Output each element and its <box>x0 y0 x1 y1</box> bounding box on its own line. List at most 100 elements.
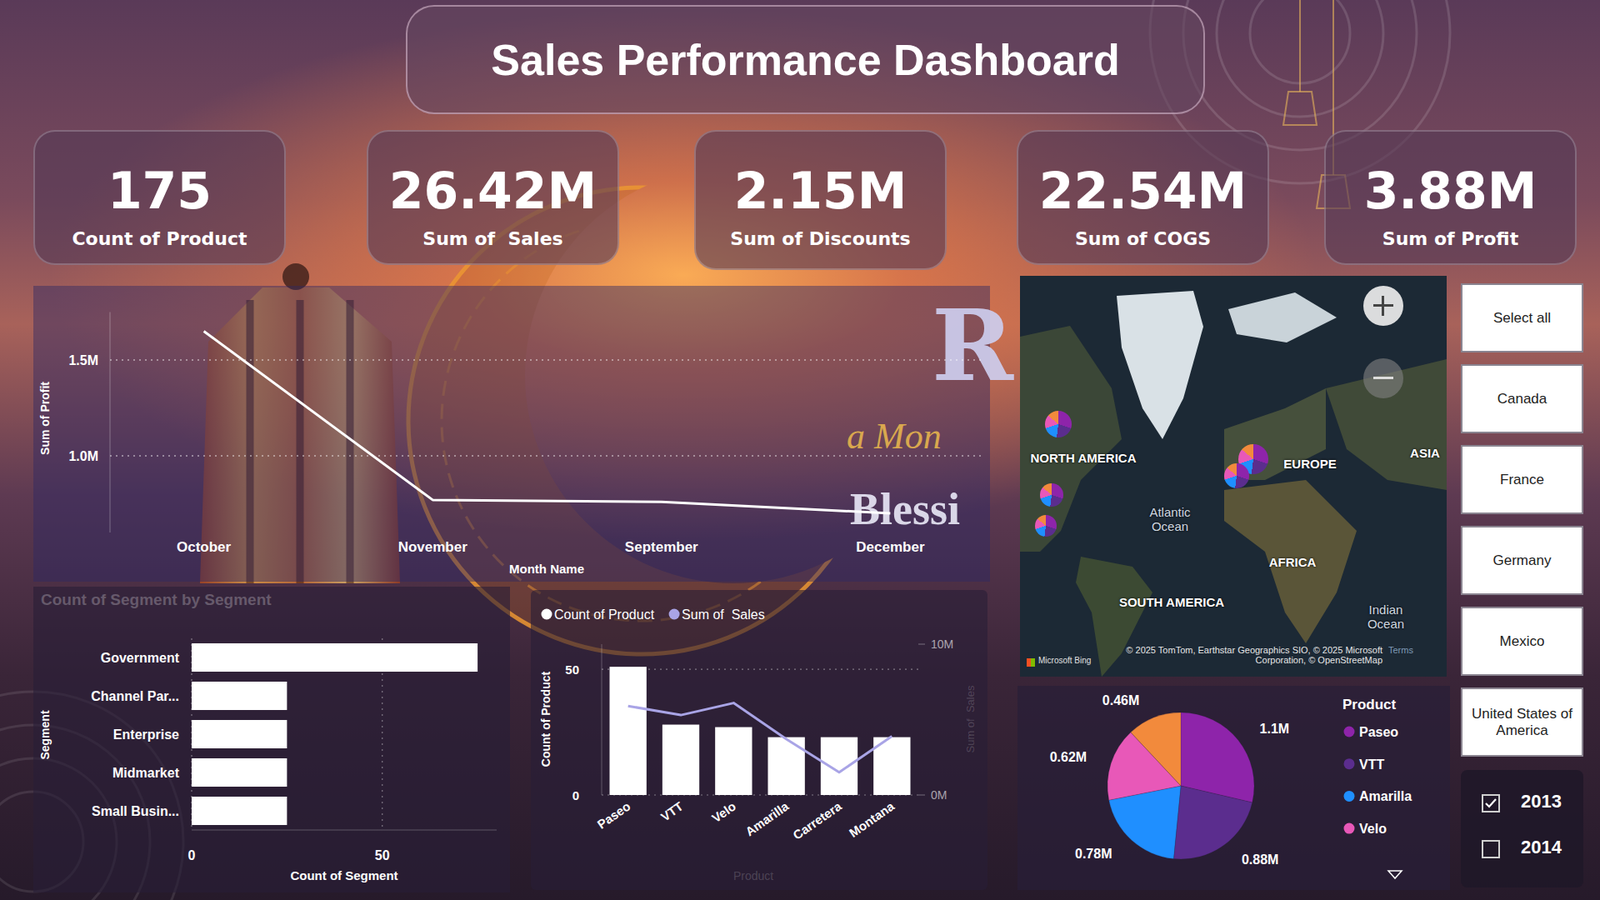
map-provider: Microsoft Bing <box>1038 655 1091 665</box>
x-axis-title: Count of Segment <box>290 868 398 883</box>
country-slicer-button[interactable]: Canada <box>1460 364 1584 434</box>
country-slicer-button[interactable]: Germany <box>1460 525 1584 595</box>
plot-area <box>191 643 478 825</box>
x-axis-line <box>191 830 497 831</box>
y2-axis-title: Sum of Sales <box>964 685 977 753</box>
checkmark <box>1483 795 1499 811</box>
segment-bar <box>191 681 287 710</box>
x-tick-label: Velo <box>709 799 739 826</box>
y2-tick-label: 10M <box>930 637 954 651</box>
product-combo-chart: Count of ProductSum of Sales0500M10MCoun… <box>530 590 988 890</box>
map-land <box>1224 480 1357 644</box>
x-tick-label: November <box>398 539 469 555</box>
y-axis-title: Sum of Profit <box>38 381 52 455</box>
y-axis-title: Count of Product <box>539 671 553 768</box>
kpi-label: Sum of Sales <box>366 228 620 252</box>
legend-title: Product <box>1342 696 1397 713</box>
product-bar <box>610 666 647 795</box>
map-land <box>1228 292 1337 343</box>
pie-slice <box>1173 785 1252 860</box>
map-marker <box>1045 410 1072 438</box>
x-tick-label: 0 <box>188 848 196 863</box>
dashboard-title: Sales Performance Dashboard <box>405 5 1205 115</box>
lantern-decor <box>1283 91 1317 125</box>
x-tick-label: Amarilla <box>742 798 792 839</box>
y-tick-label: Enterprise <box>113 727 180 742</box>
zoom-out-button[interactable] <box>1363 358 1404 399</box>
legend-label: Amarilla <box>1359 789 1412 804</box>
product-panel <box>530 590 988 890</box>
year-slicer: 2013 2014 <box>1460 770 1584 888</box>
line-panel <box>33 285 990 582</box>
legend-label: Paseo <box>1359 725 1399 740</box>
map-terms[interactable]: Terms <box>1388 645 1414 655</box>
map-marker <box>1224 463 1250 489</box>
kpi-value: 3.88M <box>1324 161 1577 220</box>
y2-tick <box>918 644 925 645</box>
kpi-value: 22.54M <box>1016 161 1270 220</box>
country-slicer-button[interactable]: Select all <box>1460 283 1584 353</box>
y2-tick <box>918 795 925 796</box>
map-marker <box>1040 483 1064 507</box>
legend-label: VTT <box>1359 757 1385 772</box>
segment-bar <box>191 796 287 825</box>
y-tick-label: Government <box>100 650 180 665</box>
pie-data-label: 1.1M <box>1260 721 1290 736</box>
kpi-label: Sum of Discounts <box>694 228 947 252</box>
map-label: NORTH AMERICA <box>1020 450 1150 465</box>
legend-marker <box>1344 790 1355 802</box>
y-axis-line <box>110 312 111 534</box>
segment-bar <box>191 643 478 672</box>
y-tick-label: 0 <box>572 788 580 803</box>
profit-line <box>204 331 891 515</box>
checkbox[interactable] <box>1481 840 1500 859</box>
map-land <box>1020 325 1122 552</box>
x-tick-label: Paseo <box>594 799 633 832</box>
map-attribution: © 2025 TomTom, Earthstar Geographics SIO… <box>1120 645 1383 665</box>
x-tick-label: Montana <box>846 798 898 840</box>
country-slicer-button[interactable]: United States of America <box>1460 687 1584 757</box>
x-axis-title: Product <box>733 869 774 883</box>
checkmark <box>1485 799 1496 807</box>
grid-line <box>110 455 985 457</box>
dashboard: Sales Performance Dashboard 175 Count of P… <box>0 0 1600 900</box>
x-axis-title: Month Name <box>509 561 585 576</box>
map-marker <box>1035 515 1057 537</box>
checkbox[interactable] <box>1481 794 1500 813</box>
decor-text: a Mon <box>846 415 942 458</box>
kpi-label: Count of Product <box>33 228 286 252</box>
y-axis-line <box>601 644 603 795</box>
line-chart: 1.0M1.5MSum of ProfitOctoberNovemberSept… <box>33 285 990 582</box>
map-land <box>1325 359 1447 490</box>
zoom-icon <box>1373 376 1394 380</box>
map-label: ASIA <box>1404 445 1446 460</box>
kpi-value: 175 <box>33 161 286 220</box>
legend-scroll-arrow[interactable] <box>1388 870 1402 879</box>
x-tick-label: 50 <box>375 848 390 863</box>
x-tick-label: October <box>176 539 232 555</box>
y-tick-label: 50 <box>565 662 580 677</box>
kpi-label: Sum of COGS <box>1016 228 1270 252</box>
pie-data-label: 0.78M <box>1075 846 1112 861</box>
year-label: 2013 <box>1520 790 1562 813</box>
pie-slice <box>1130 712 1181 786</box>
map: NORTH AMERICAEUROPEASIAAtlantic OceanAFR… <box>1020 275 1447 677</box>
zoom-in-button[interactable] <box>1363 285 1404 326</box>
chart-title: Count of Segment by Segment <box>40 590 272 609</box>
country-slicer-button[interactable]: Mexico <box>1460 606 1584 676</box>
y-tick-label: Small Busin... <box>91 804 180 819</box>
year-label: 2014 <box>1520 836 1562 859</box>
plot-area <box>610 666 911 795</box>
legend-marker <box>1344 726 1355 738</box>
x-tick-label: VTT <box>658 799 686 825</box>
segment-bar-chart: Count of Segment by Segment 0 50 Government… <box>33 586 510 893</box>
lantern-decor <box>1299 0 1301 92</box>
legend-marker <box>1344 758 1355 770</box>
grid-line <box>601 669 919 670</box>
country-slicer-button[interactable]: France <box>1460 445 1584 515</box>
product-pie-chart: 1.1M0.88M0.78M0.62M0.46MProductPaseoVTTA… <box>1017 685 1450 890</box>
mandala-decor <box>1183 0 1417 150</box>
zoom-icon <box>1381 295 1385 316</box>
sales-line <box>628 703 893 773</box>
y-tick-label: Midmarket <box>112 765 180 780</box>
